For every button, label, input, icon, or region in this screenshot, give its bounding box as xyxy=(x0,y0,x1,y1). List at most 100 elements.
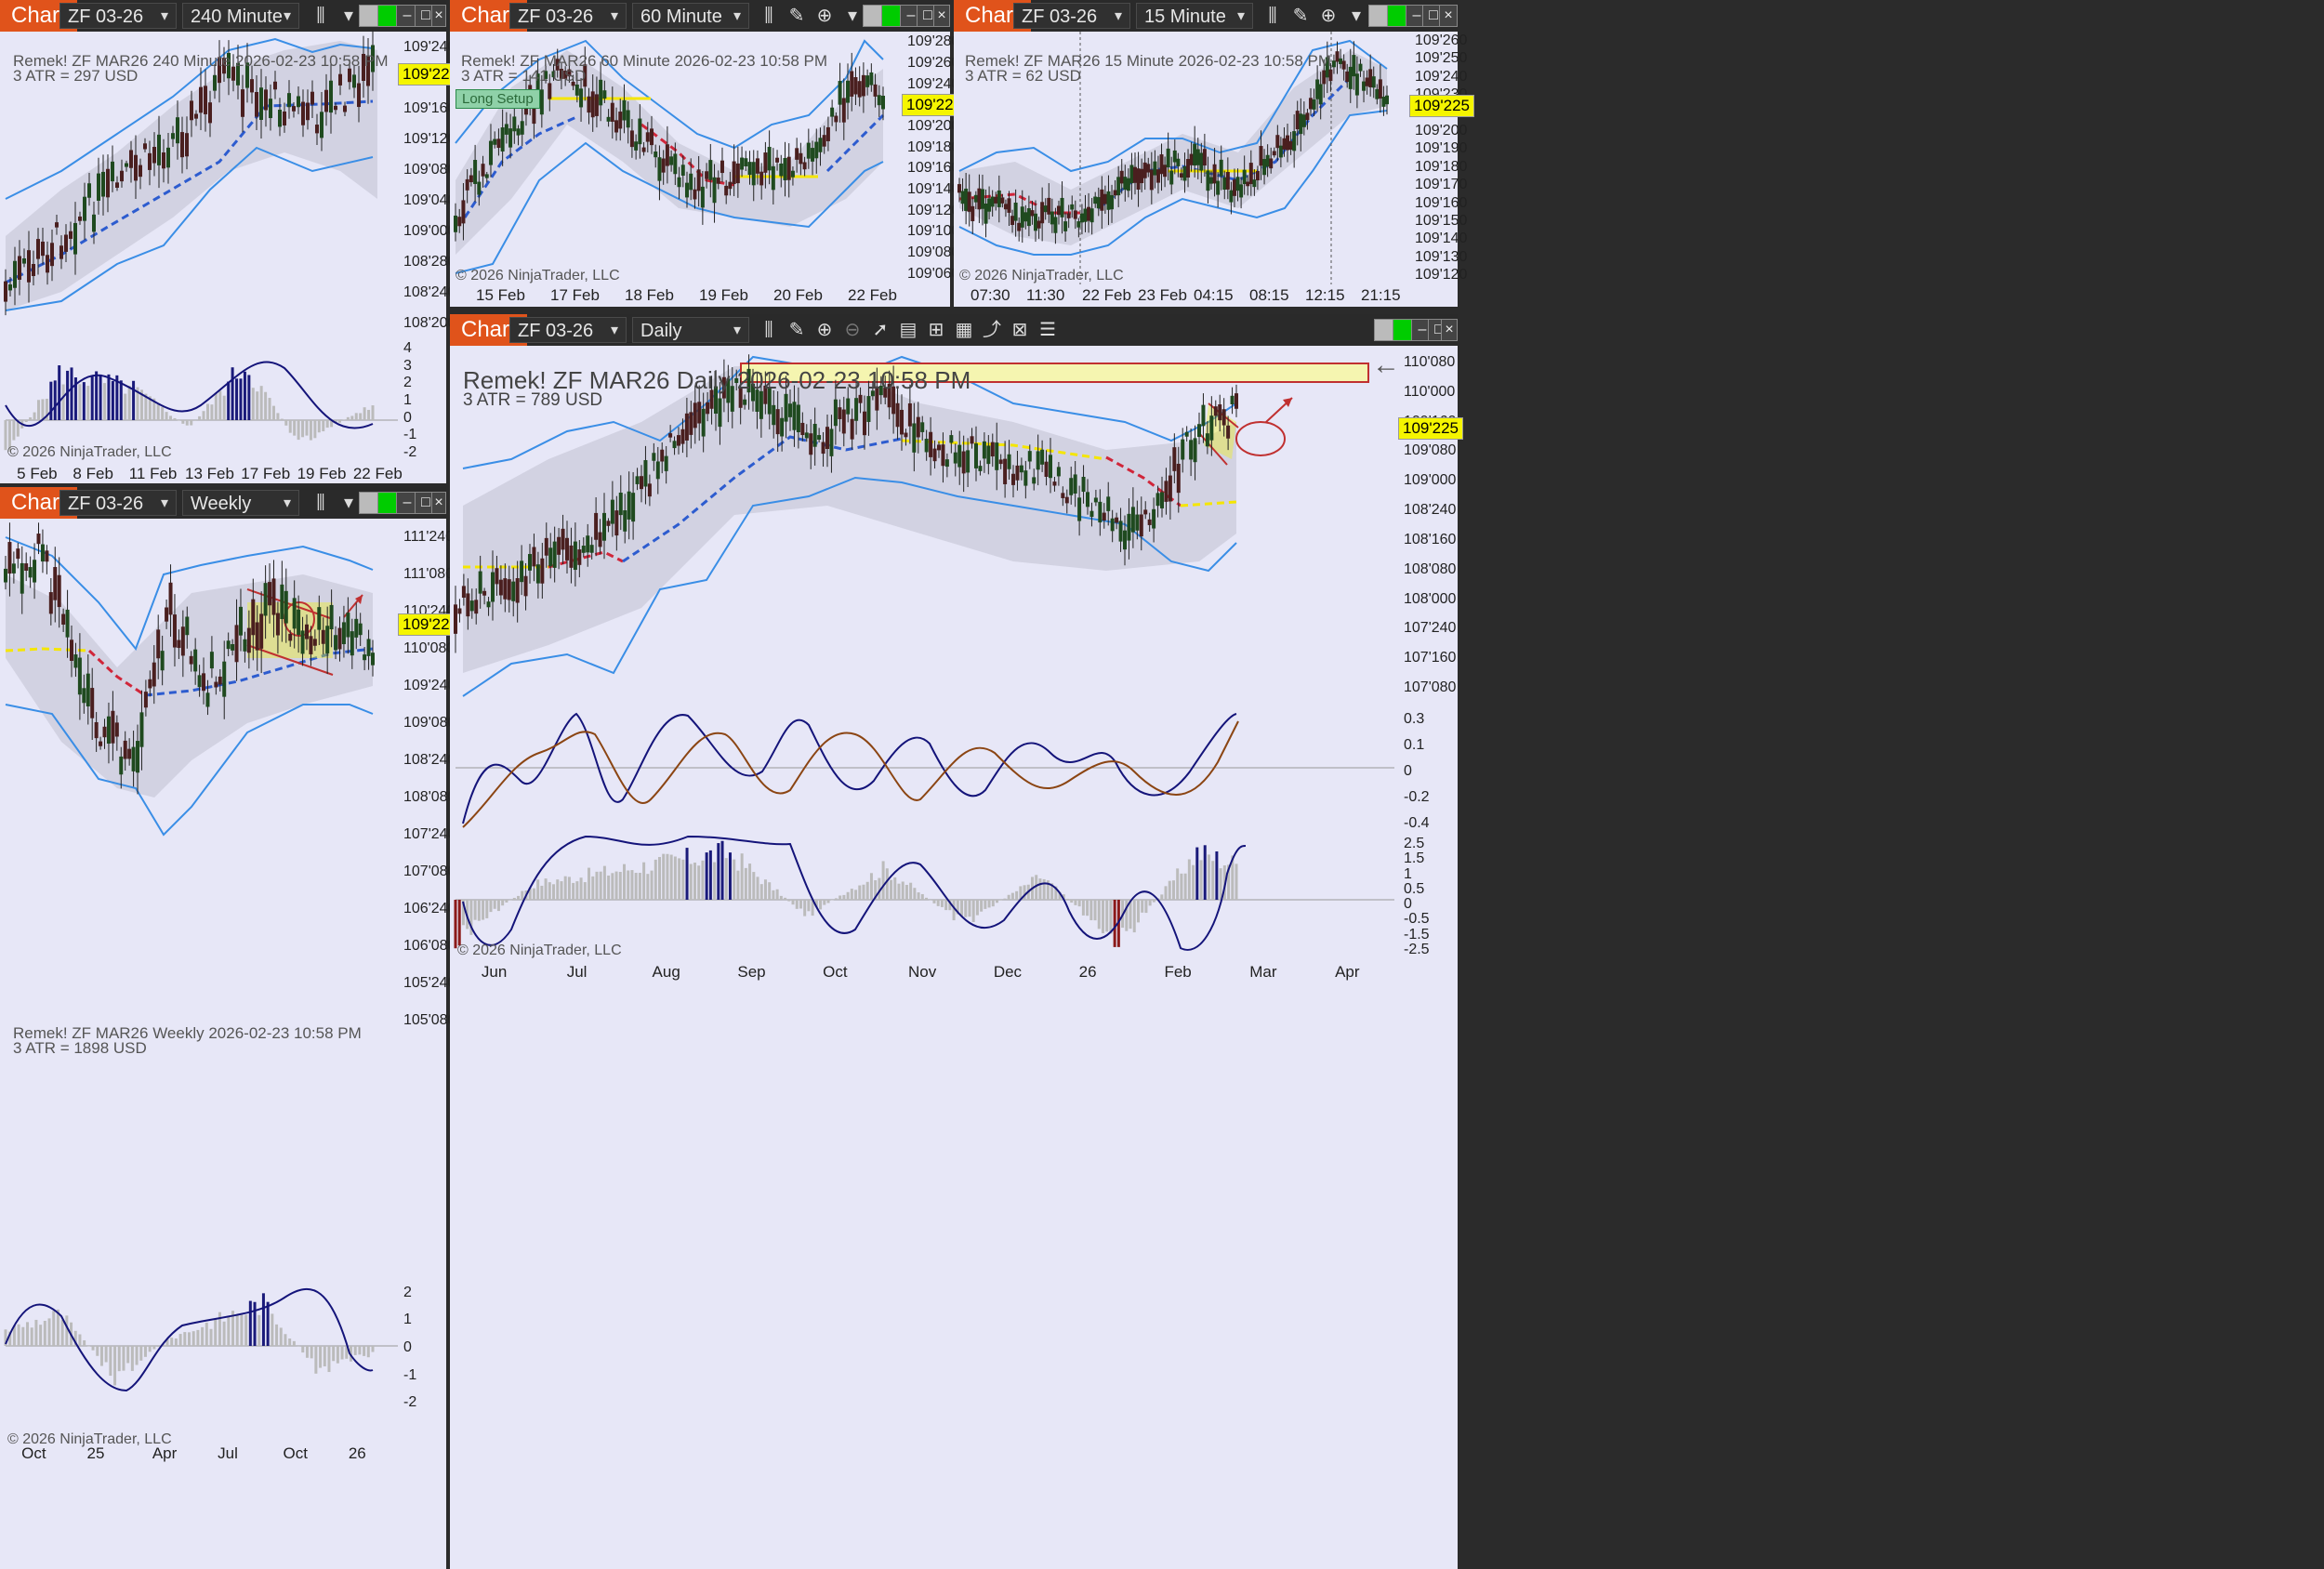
candle-body xyxy=(1036,451,1040,470)
oscillator-plot[interactable] xyxy=(4,1279,398,1417)
close-button[interactable]: × xyxy=(1439,5,1458,27)
histogram-bar xyxy=(349,1346,352,1362)
candle-body xyxy=(1222,177,1227,191)
candle-body xyxy=(13,260,17,288)
time-axis[interactable]: Oct 25 Apr Jul Oct 26 xyxy=(6,1443,398,1463)
histogram-bar xyxy=(673,856,677,900)
drawing-tool-icon[interactable]: ✎ xyxy=(1292,6,1309,26)
candle-body xyxy=(288,633,293,641)
candle-body xyxy=(1202,149,1207,166)
price-axis[interactable]: 109'260109'250109'240109'230109'210109'2… xyxy=(1409,32,1467,284)
bar-style-icon[interactable]: ⫼ xyxy=(316,493,325,513)
histogram-bar xyxy=(309,420,312,441)
indicators-icon[interactable]: ⤴ xyxy=(983,320,1001,340)
interval-select[interactable]: Weekly ▾ xyxy=(182,490,299,516)
bar-style-icon[interactable]: ⫼ xyxy=(764,320,773,340)
instrument-select[interactable]: ZF 03-26 ▾ xyxy=(59,490,177,516)
price-axis[interactable]: 109'280109'260109'240109'220109'200109'1… xyxy=(902,32,959,284)
time-axis[interactable]: Jun Jul Aug Sep Oct Nov Dec 26 Feb Mar Apr xyxy=(456,961,1394,982)
candle-body xyxy=(69,231,73,239)
axis-tick-label: Apr xyxy=(152,1444,178,1462)
zoom-in-icon[interactable]: ⊕ xyxy=(1320,6,1337,26)
bar-style-icon[interactable]: ⫼ xyxy=(1268,6,1277,26)
back-arrow-icon[interactable]: ← xyxy=(1372,349,1400,380)
instrument-select[interactable]: ZF 03-26 ▾ xyxy=(59,3,177,29)
candle-body xyxy=(1079,213,1084,223)
price-plot[interactable] xyxy=(4,30,398,338)
oscillator-plot[interactable] xyxy=(4,340,398,461)
zoom-out-icon[interactable]: ⊖ xyxy=(844,320,861,340)
close-button[interactable]: × xyxy=(933,5,950,27)
candle-body xyxy=(478,571,482,594)
candle-body xyxy=(1073,474,1077,494)
oscillator-plot[interactable] xyxy=(454,835,1394,957)
chart-trader-icon[interactable]: ▦ xyxy=(955,320,973,340)
window-toolbar: Chart ZF 03-26 ▾ 240 Minute ▾ ⫼ ▾ – □ × xyxy=(0,0,446,32)
drawing-tool-icon[interactable]: ✎ xyxy=(788,6,805,26)
histogram-bar xyxy=(222,395,226,420)
candle-body xyxy=(747,162,752,176)
candle-body xyxy=(1232,179,1236,196)
candle-body xyxy=(869,72,874,86)
price-axis[interactable]: 111'240 111'080 110'240 110'080 109'240 109'0… xyxy=(398,519,456,1039)
histogram-bar xyxy=(1195,847,1199,900)
histogram-bar xyxy=(563,876,567,900)
axis-tick-label: 1 xyxy=(403,392,412,408)
price-plot[interactable] xyxy=(957,32,1406,284)
candle-body xyxy=(1282,138,1287,150)
axis-tick-label: 107'080 xyxy=(1404,679,1457,696)
interval-select[interactable]: 60 Minute ▾ xyxy=(632,3,749,29)
axis-tick-label: Oct xyxy=(283,1444,308,1462)
time-axis[interactable]: 07:30 11:30 22 Feb 23 Feb 04:15 08:15 12:15 21:… xyxy=(959,284,1406,305)
zoom-in-icon[interactable]: ⊕ xyxy=(816,6,833,26)
histogram-bar xyxy=(850,889,853,900)
candle-body xyxy=(655,461,660,480)
toolbar-chevron-icon[interactable]: ▾ xyxy=(343,493,354,513)
pointer-icon[interactable]: ➚ xyxy=(872,320,889,340)
candle-body xyxy=(924,439,929,453)
instrument-select[interactable]: ZF 03-26 ▾ xyxy=(1013,3,1130,29)
candle-body xyxy=(631,493,636,522)
toolbar-chevron-icon[interactable]: ▾ xyxy=(847,6,858,26)
properties-icon[interactable]: ⊞ xyxy=(928,320,944,340)
interval-select[interactable]: 15 Minute ▾ xyxy=(1136,3,1253,29)
price-axis[interactable]: 110'080110'000109'160109'080109'000108'2… xyxy=(1398,348,1458,703)
interval-select[interactable]: Daily ▾ xyxy=(632,317,749,343)
close-button[interactable]: × xyxy=(431,492,446,514)
candle-body xyxy=(853,76,858,95)
candle-body xyxy=(544,71,548,79)
candle-body xyxy=(7,542,12,574)
instrument-select[interactable]: ZF 03-26 ▾ xyxy=(509,3,627,29)
candle-body xyxy=(354,618,359,638)
close-button[interactable]: × xyxy=(1441,319,1458,341)
histogram-bar xyxy=(95,371,99,420)
histogram-bar xyxy=(960,900,964,916)
interval-select[interactable]: 240 Minute ▾ xyxy=(182,3,299,29)
histogram-bar xyxy=(795,900,799,909)
price-plot[interactable] xyxy=(4,519,398,1039)
close-button[interactable]: × xyxy=(431,5,446,27)
data-box-icon[interactable]: ▤ xyxy=(899,320,918,340)
zoom-in-icon[interactable]: ⊕ xyxy=(816,320,833,340)
drawing-tool-icon[interactable]: ✎ xyxy=(788,320,805,340)
candle-body xyxy=(1103,193,1107,204)
axis-tick-label: Feb xyxy=(1164,963,1192,981)
axis-tick-label: Jun xyxy=(481,963,508,981)
toolbar-chevron-icon[interactable]: ▾ xyxy=(343,6,354,26)
strategies-icon[interactable]: ⊠ xyxy=(1011,320,1028,340)
time-axis[interactable]: 5 Feb 8 Feb 11 Feb 13 Feb 17 Feb 19 Feb 22 Feb xyxy=(6,463,403,483)
momentum-plot[interactable] xyxy=(456,706,1394,837)
time-axis[interactable]: 15 Feb 17 Feb 18 Feb 19 Feb 20 Feb 22 Feb xyxy=(456,284,902,305)
axis-tick-label: 26 xyxy=(348,1444,366,1462)
candle-body xyxy=(573,541,577,571)
instrument-select[interactable]: ZF 03-26 ▾ xyxy=(509,317,627,343)
price-plot[interactable] xyxy=(454,348,1394,703)
objects-list-icon[interactable]: ☰ xyxy=(1039,320,1056,340)
candle-body xyxy=(1049,455,1052,479)
bar-style-icon[interactable]: ⫼ xyxy=(316,6,325,26)
bar-style-icon[interactable]: ⫼ xyxy=(764,6,773,26)
axis-tick-label: 15 Feb xyxy=(476,286,525,304)
candle-body xyxy=(987,198,992,212)
toolbar-chevron-icon[interactable]: ▾ xyxy=(1351,6,1362,26)
histogram-bar xyxy=(280,418,284,420)
